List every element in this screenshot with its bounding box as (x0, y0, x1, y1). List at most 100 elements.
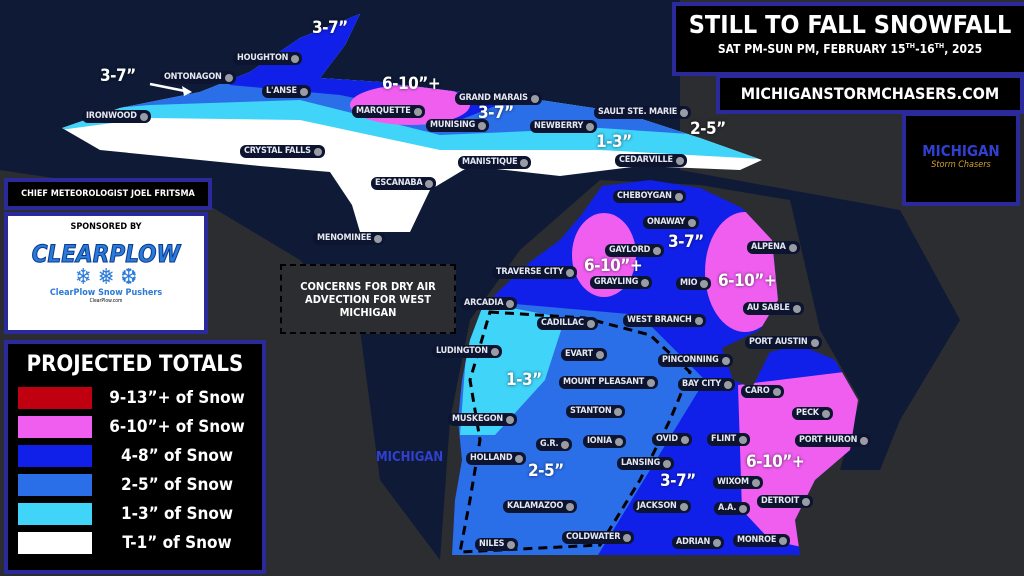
city-label: MONROE (733, 534, 791, 547)
city-label: L'ANSE (262, 85, 311, 98)
city-name: ONAWAY (647, 217, 686, 227)
city-dot-icon (739, 504, 748, 513)
city-dot-icon (566, 502, 575, 511)
legend-label: 9-13”+ of Snow (109, 387, 245, 408)
city-dot-icon (299, 87, 308, 96)
legend-item: 1-3” of Snow (8, 499, 262, 528)
city-name: PINCONNING (662, 355, 719, 365)
city-name: LANSING (621, 458, 661, 468)
city-label: DETROIT (757, 495, 814, 508)
subtitle-sup: TH (905, 42, 916, 50)
legend-item: 9-13”+ of Snow (8, 383, 262, 412)
city-dot-icon (724, 380, 732, 389)
legend-item: T-1” of Snow (8, 528, 262, 557)
city-name: ESCANABA (375, 178, 423, 188)
legend: PROJECTED TOTALS 9-13”+ of Snow 6-10”+ of… (4, 340, 266, 574)
city-dot-icon (721, 356, 730, 365)
city-label: WEST BRANCH (623, 314, 706, 327)
city-name: COLDWATER (566, 532, 621, 542)
snow-amount-label: 3-7” (100, 66, 136, 86)
city-dot-icon (821, 409, 830, 418)
city-label: STANTON (566, 405, 626, 418)
city-label: ARCADIA (460, 297, 518, 310)
snow-amount-label: 6-10”+ (382, 74, 441, 94)
city-label: CRYSTAL FALLS (240, 145, 325, 158)
city-dot-icon (675, 156, 684, 165)
city-dot-icon (566, 268, 575, 277)
city-name: WEST BRANCH (627, 315, 692, 325)
city-label: A.A. (714, 502, 751, 515)
city-label: BAY CITY (678, 378, 735, 391)
city-name: PORT AUSTIN (749, 337, 808, 347)
city-name: PORT HURON (799, 435, 858, 445)
city-name: ARCADIA (464, 298, 504, 308)
snow-amount-label: 2-5” (528, 461, 564, 481)
city-name: FLINT (711, 434, 737, 444)
sponsor-logo: CLEARPLOW (31, 240, 181, 269)
city-name: TRAVERSE CITY (496, 267, 564, 277)
city-dot-icon (700, 279, 709, 288)
city-label: AU SABLE (743, 302, 804, 315)
snowflake-icon: ❄ ❅ ❆ (74, 265, 138, 290)
map-title: STILL TO FALL SNOWFALL (688, 10, 1012, 39)
snow-amount-label: 2-5” (690, 119, 726, 139)
legend-swatch (18, 502, 92, 525)
city-dot-icon (614, 407, 623, 416)
city-label: CEDARVILLE (615, 154, 687, 167)
city-label: MENOMINEE (313, 232, 386, 245)
city-label: PINCONNING (658, 354, 733, 367)
city-label: EVART (561, 348, 607, 361)
city-dot-icon (224, 73, 233, 82)
city-label: ESCANABA (371, 177, 437, 190)
sponsor-box[interactable]: SPONSORED BY CLEARPLOW ❄ ❅ ❆ ClearPlow S… (4, 212, 208, 334)
city-name: OVID (656, 434, 678, 444)
logo-text: MICHIGAN (922, 142, 1000, 160)
city-name: BAY CITY (682, 379, 721, 389)
city-dot-icon (425, 179, 434, 188)
city-dot-icon (374, 234, 383, 243)
city-label: NEWBERRY (530, 120, 598, 133)
city-dot-icon (680, 108, 689, 117)
city-label: PORT HURON (795, 434, 872, 447)
city-name: CEDARVILLE (619, 155, 673, 165)
city-dot-icon (860, 436, 869, 445)
city-name: CADILLAC (541, 318, 584, 328)
arrowhead-icon (182, 86, 192, 96)
city-label: ALPENA (747, 241, 800, 254)
legend-label: 4-8” of Snow (120, 445, 234, 466)
city-name: MUNISING (430, 120, 476, 130)
city-name: GAYLORD (609, 245, 651, 255)
city-dot-icon (595, 350, 604, 359)
city-dot-icon (641, 278, 650, 287)
city-name: STANTON (570, 406, 612, 416)
city-label: HOLLAND (466, 452, 527, 465)
city-name: G.R. (540, 439, 559, 449)
dry-air-outline (458, 310, 692, 554)
city-dot-icon (751, 478, 760, 487)
city-label: ONAWAY (643, 216, 700, 229)
city-dot-icon (561, 440, 570, 449)
city-label: GAYLORD (605, 244, 665, 257)
city-label: ADRIAN (672, 536, 725, 549)
city-name: IRONWOOD (86, 111, 137, 121)
city-dot-icon (530, 94, 539, 103)
website-link[interactable]: MICHIGANSTORMCHASERS.COM (716, 74, 1024, 114)
city-label: CADILLAC (537, 317, 598, 330)
dry-air-note: CONCERNS FOR DRY AIR ADVECTION FOR WEST … (280, 264, 456, 334)
city-name: GRAND MARAIS (459, 93, 528, 103)
legend-swatch (18, 386, 92, 409)
city-name: EVART (565, 349, 593, 359)
legend-label: 1-3” of Snow (120, 503, 234, 524)
city-dot-icon (139, 112, 148, 121)
city-name: SAULT STE. MARIE (598, 107, 678, 117)
subtitle-part: -16 (915, 42, 935, 56)
city-name: CHEBOYGAN (617, 191, 672, 201)
city-label: KALAMAZOO (503, 500, 578, 513)
snow-amount-label: 6-10”+ (584, 256, 643, 276)
legend-label: 6-10”+ of Snow (109, 416, 245, 437)
city-name: L'ANSE (266, 86, 297, 96)
city-name: KALAMAZOO (507, 501, 564, 511)
legend-title: PROJECTED TOTALS (26, 352, 244, 377)
city-name: MUSKEGON (452, 414, 503, 424)
legend-swatch (18, 473, 92, 496)
